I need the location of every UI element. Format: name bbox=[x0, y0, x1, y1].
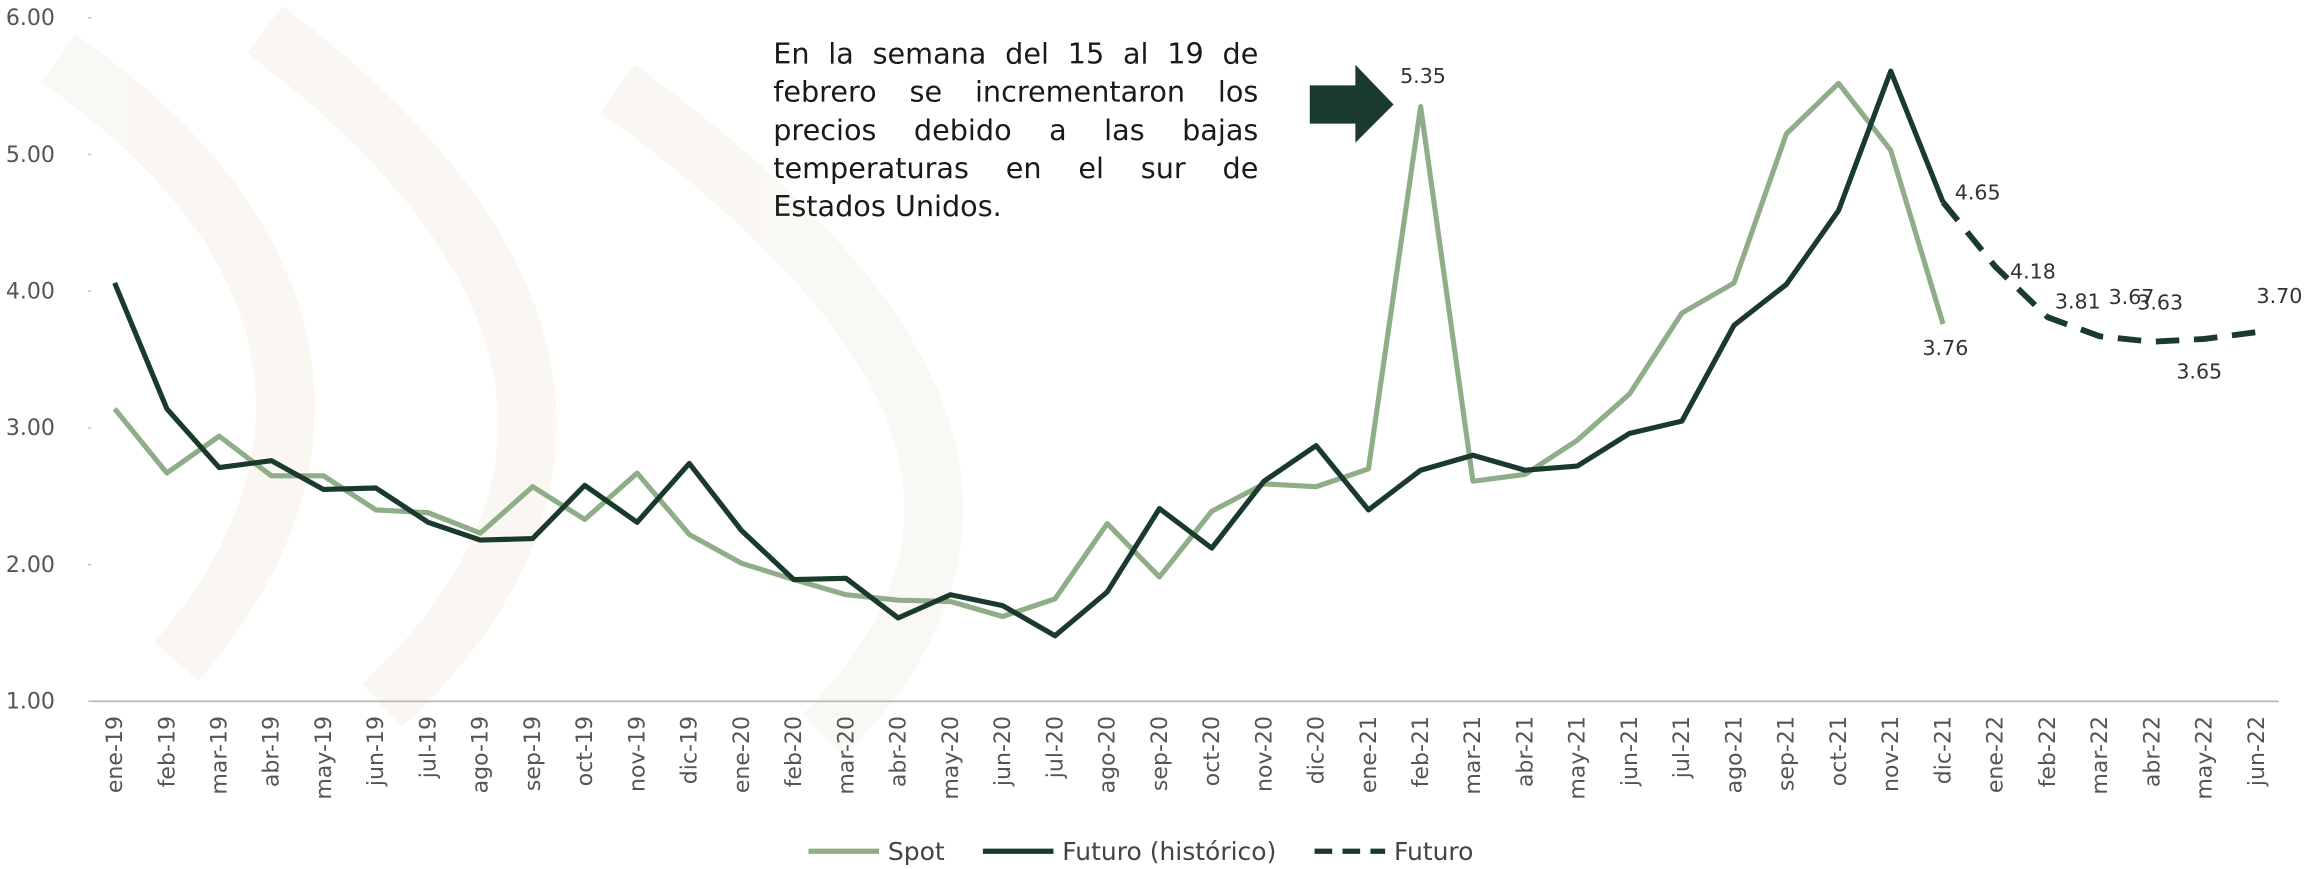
x-tick-label: feb-21 bbox=[1409, 716, 1434, 787]
x-tick-label: sep-20 bbox=[1148, 716, 1173, 791]
annotation: En la semana del 15 al 19 de febrero se … bbox=[773, 36, 1259, 224]
y-tick-label: 5.00 bbox=[6, 143, 55, 168]
watermark bbox=[42, 5, 964, 756]
x-tick-label: jul-21 bbox=[1670, 716, 1695, 779]
x-tick-label: ene-22 bbox=[1984, 716, 2009, 793]
x-tick-label: abr-22 bbox=[2140, 716, 2165, 787]
data-label: 3.63 bbox=[2137, 290, 2183, 314]
x-tick-label: abr-20 bbox=[887, 716, 912, 787]
x-tick-label: abr-19 bbox=[260, 716, 285, 787]
data-label: 3.65 bbox=[2176, 360, 2222, 384]
data-label: 4.18 bbox=[2010, 259, 2056, 283]
data-label: 5.35 bbox=[1400, 64, 1446, 88]
legend-label: Futuro bbox=[1394, 837, 1473, 866]
x-tick-label: may-20 bbox=[939, 716, 964, 800]
y-tick-label: 6.00 bbox=[6, 6, 55, 31]
data-label: 3.76 bbox=[1922, 336, 1968, 360]
legend: Spot Futuro (histórico) Futuro bbox=[808, 837, 1473, 866]
data-label: 3.81 bbox=[2055, 289, 2101, 313]
x-tick-label: ago-21 bbox=[1722, 716, 1747, 793]
x-tick-label: jun-21 bbox=[1618, 716, 1643, 787]
x-tick-label: may-21 bbox=[1566, 716, 1591, 800]
x-tick-label: dic-20 bbox=[1305, 716, 1330, 784]
x-tick-label: mar-19 bbox=[207, 716, 232, 795]
x-tick-label: oct-19 bbox=[573, 716, 598, 786]
x-tick-label: dic-21 bbox=[1931, 716, 1956, 784]
y-tick-label: 2.00 bbox=[6, 553, 55, 578]
x-tick-label: jun-19 bbox=[364, 716, 389, 787]
data-label: 3.67 bbox=[2109, 285, 2155, 309]
series-line bbox=[1940, 200, 2257, 345]
legend-label: Spot bbox=[888, 837, 945, 866]
x-tick-label: ene-21 bbox=[1357, 716, 1382, 793]
x-tick-label: may-22 bbox=[2193, 716, 2218, 800]
x-tick-label: ene-19 bbox=[103, 716, 128, 793]
x-tick-label: mar-20 bbox=[834, 716, 859, 795]
x-tick-label: oct-20 bbox=[1200, 716, 1225, 786]
x-tick-label: sep-21 bbox=[1775, 716, 1800, 791]
x-tick-label: nov-21 bbox=[1879, 716, 1904, 792]
data-label: 4.65 bbox=[1955, 180, 2001, 204]
x-tick-label: jun-20 bbox=[991, 716, 1016, 787]
x-tick-label: sep-19 bbox=[521, 716, 546, 791]
series-line bbox=[112, 68, 1946, 639]
y-tick-label: 4.00 bbox=[6, 280, 55, 305]
x-tick-label: ene-20 bbox=[730, 716, 755, 793]
x-tick-label: ago-19 bbox=[469, 716, 494, 793]
data-label: 3.70 bbox=[2256, 284, 2302, 308]
x-tick-label: feb-19 bbox=[155, 716, 180, 787]
y-tick-label: 3.00 bbox=[6, 416, 55, 441]
x-tick-label: ago-20 bbox=[1096, 716, 1121, 793]
x-tick-label: jun-22 bbox=[2245, 716, 2270, 787]
y-tick-label: 1.00 bbox=[6, 690, 55, 715]
x-tick-label: abr-21 bbox=[1513, 716, 1538, 787]
x-tick-label: oct-21 bbox=[1827, 716, 1852, 786]
x-tick-label: feb-22 bbox=[2036, 716, 2061, 787]
annotation-box: En la semana del 15 al 19 de febrero se … bbox=[773, 36, 1259, 224]
x-tick-label: feb-20 bbox=[782, 716, 807, 787]
x-tick-label: may-19 bbox=[312, 716, 337, 800]
arrow bbox=[1309, 64, 1394, 143]
series-line bbox=[112, 80, 1946, 620]
legend-label: Futuro (histórico) bbox=[1062, 837, 1276, 866]
x-tick-label: dic-19 bbox=[678, 716, 703, 784]
x-tick-label: jul-19 bbox=[416, 716, 441, 779]
x-tick-label: jul-20 bbox=[1043, 716, 1068, 779]
x-tick-label: nov-19 bbox=[625, 716, 650, 792]
x-tick-label: mar-22 bbox=[2088, 716, 2113, 795]
x-tick-label: mar-21 bbox=[1461, 716, 1486, 795]
x-tick-label: nov-20 bbox=[1252, 716, 1277, 792]
